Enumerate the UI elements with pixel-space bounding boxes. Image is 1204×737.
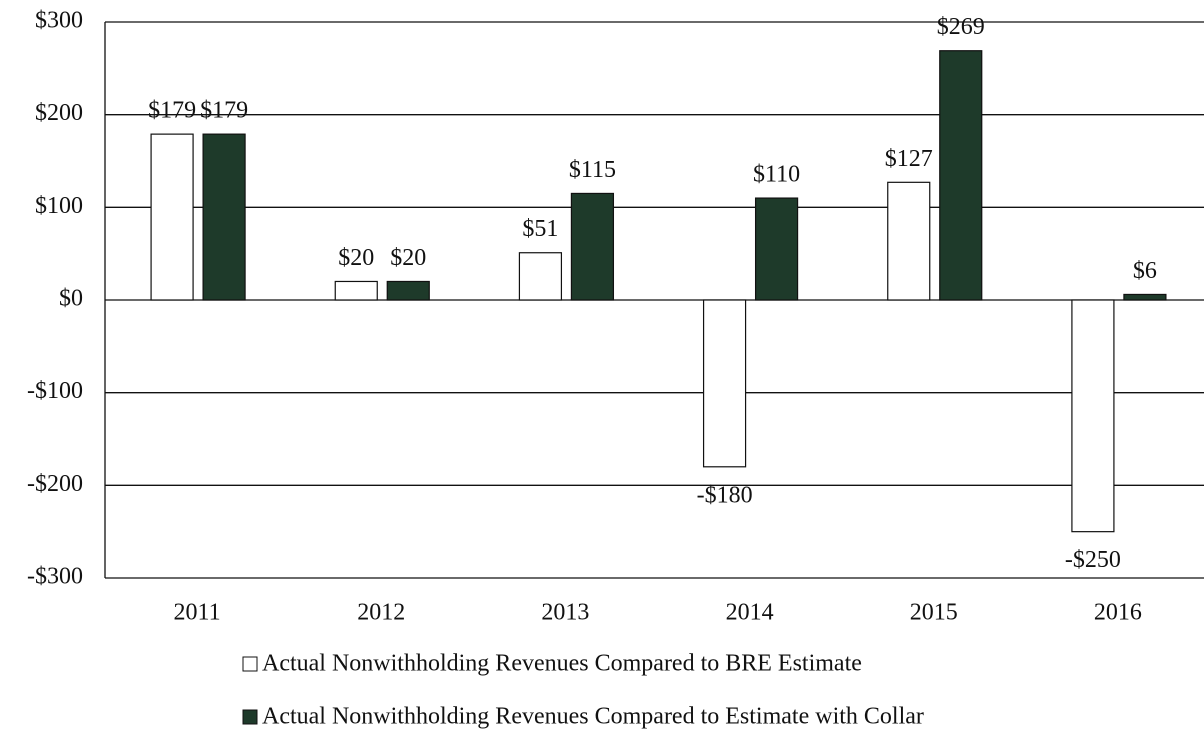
y-tick-label: -$200: [27, 471, 83, 497]
data-label: -$250: [1065, 547, 1121, 573]
data-label: $20: [390, 245, 426, 271]
data-label: $115: [569, 157, 616, 183]
legend-swatch: [242, 709, 258, 725]
data-label: $110: [753, 162, 800, 188]
y-tick-label: $100: [35, 193, 83, 219]
x-tick-label: 2011: [174, 600, 221, 626]
bar: [702, 299, 747, 468]
data-label: $179: [148, 98, 196, 124]
y-tick-label: $0: [59, 286, 83, 312]
y-tick-label: -$300: [27, 564, 83, 590]
legend-label: Actual Nonwithholding Revenues Compared …: [262, 704, 924, 730]
data-label: $269: [937, 14, 985, 40]
bar: [334, 280, 378, 301]
bar: [887, 181, 931, 301]
legend-swatch: [242, 656, 258, 672]
bar: [1071, 299, 1115, 533]
bar: [150, 133, 194, 301]
x-tick-label: 2013: [541, 600, 589, 626]
data-label: $20: [338, 245, 374, 271]
data-label: $179: [200, 98, 248, 124]
bar: [570, 192, 615, 301]
x-tick-label: 2014: [726, 600, 774, 626]
data-label: $6: [1133, 258, 1157, 284]
bar: [202, 133, 246, 301]
data-label: $127: [885, 146, 933, 172]
bar: [1123, 293, 1167, 301]
data-label: -$180: [697, 482, 753, 508]
x-tick-label: 2016: [1094, 600, 1142, 626]
bar: [939, 50, 983, 301]
legend-label: Actual Nonwithholding Revenues Compared …: [262, 651, 862, 677]
y-tick-label: -$100: [27, 378, 83, 404]
bar: [386, 280, 430, 301]
y-tick-label: $300: [35, 8, 83, 34]
data-label: $51: [522, 216, 558, 242]
bar: [754, 197, 799, 301]
bar: [518, 252, 563, 301]
x-tick-label: 2015: [910, 600, 958, 626]
x-tick-label: 2012: [357, 600, 405, 626]
y-tick-label: $200: [35, 100, 83, 126]
